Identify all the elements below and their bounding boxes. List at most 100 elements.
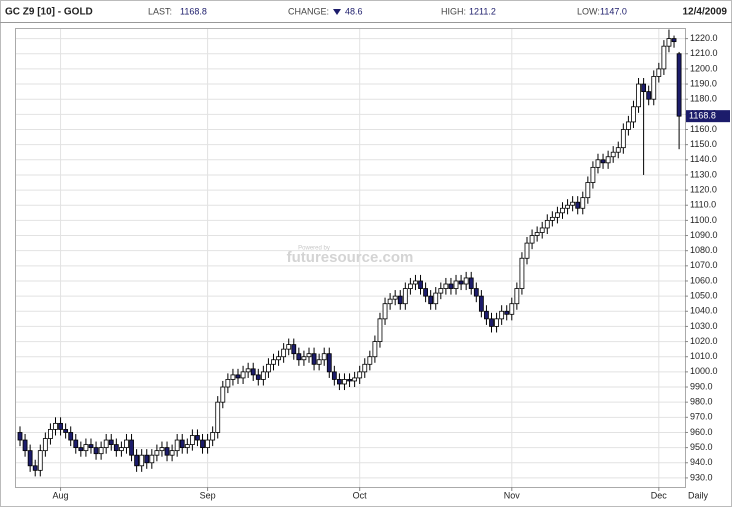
y-tick-label: 930.0 [690,472,713,482]
candle-body [615,147,621,153]
candle-body [656,68,662,77]
candle-body [48,429,53,439]
candle-body [605,156,611,164]
period-label: Daily [688,490,709,500]
y-tick-label: 1110.0 [690,200,716,210]
candle-body [337,379,342,385]
candle-body [119,447,124,452]
candle-body [58,422,63,430]
candle-body [610,151,616,158]
y-tick-label: 1140.0 [690,154,717,164]
date: 12/4/2009 [683,7,728,18]
candle-body [245,368,251,373]
candle-body [301,356,307,361]
candle-body [205,439,210,449]
candle-body [367,356,373,365]
candle-body [377,318,383,342]
watermark-small: Powered by [298,246,330,252]
y-tick-label: 990.0 [690,381,713,391]
candle-body [570,201,576,206]
candle-body [189,435,195,445]
candle-body [580,197,586,209]
candle-body [595,159,601,168]
down-arrow [333,9,341,15]
candle-body [326,353,332,373]
candle-body [255,374,261,380]
candle-body [159,447,165,452]
candle-body [291,344,297,355]
y-tick-label: 1130.0 [690,169,717,179]
candle-body [321,353,327,361]
candle-body [418,280,423,289]
candle-body [372,341,378,358]
candle-body [311,353,317,365]
candle-body [250,368,256,376]
candle-body [27,450,33,467]
candle-body [169,450,175,456]
candle-body [453,280,459,289]
candle-body [671,38,677,43]
candle-body [514,288,520,305]
y-tick-label: 960.0 [690,427,713,437]
y-tick-label: 1030.0 [690,321,718,331]
candle-body [631,106,636,123]
candle-body [423,288,429,297]
candle-body [362,363,368,373]
x-tick-label: Nov [504,490,521,500]
candle-body [139,454,145,467]
candle-body [73,439,79,449]
candle-body [651,76,657,100]
candle-body [342,379,347,385]
candle-body [529,235,535,244]
candle-body [413,280,418,285]
y-tick-label: 1050.0 [690,291,718,301]
candle-body [83,444,89,452]
y-tick-label: 1120.0 [690,184,717,194]
y-tick-label: 980.0 [690,397,713,407]
candle-body [17,432,23,441]
x-tick-label: Dec [651,490,668,500]
candle-body [42,438,48,452]
y-tick-label: 950.0 [690,442,713,452]
candle-body [585,182,591,199]
candle-body [195,435,200,441]
candle-body [641,83,647,93]
y-tick-label: 1020.0 [690,336,718,346]
high-value: 1211.2 [469,6,496,16]
candle-body [235,374,241,379]
candle-body [113,444,119,452]
y-tick-label: 1090.0 [690,230,718,240]
x-tick-label: Oct [353,490,368,500]
candle-body [179,439,185,449]
candle-body [636,83,641,108]
last-value: 1168.8 [180,6,207,16]
candle-body [93,447,99,455]
candle-body [539,227,545,233]
candle-body [575,201,581,209]
candle-body [306,353,312,358]
candle-body [560,207,565,214]
candle-body [63,429,69,433]
candle-body [626,121,631,130]
candle-body [438,288,444,294]
candle-body [620,129,626,149]
candle-body [78,447,84,452]
candle-body [32,465,38,471]
candle-body [296,353,302,361]
candle-body [286,344,292,350]
candle-body [149,454,155,464]
candle-body [316,359,322,365]
candle-body [124,439,129,449]
candle-body [407,283,413,289]
candle-body [210,432,216,441]
candle-body [458,280,464,285]
candle-body [382,303,388,320]
candle-body [271,359,276,365]
x-tick-label: Aug [53,490,69,500]
x-tick-label: Sep [200,490,216,500]
candle-body [463,277,469,285]
candle-body [504,310,510,315]
candle-body [103,439,109,449]
candle-body [240,371,246,379]
y-tick-label: 1100.0 [690,215,717,225]
